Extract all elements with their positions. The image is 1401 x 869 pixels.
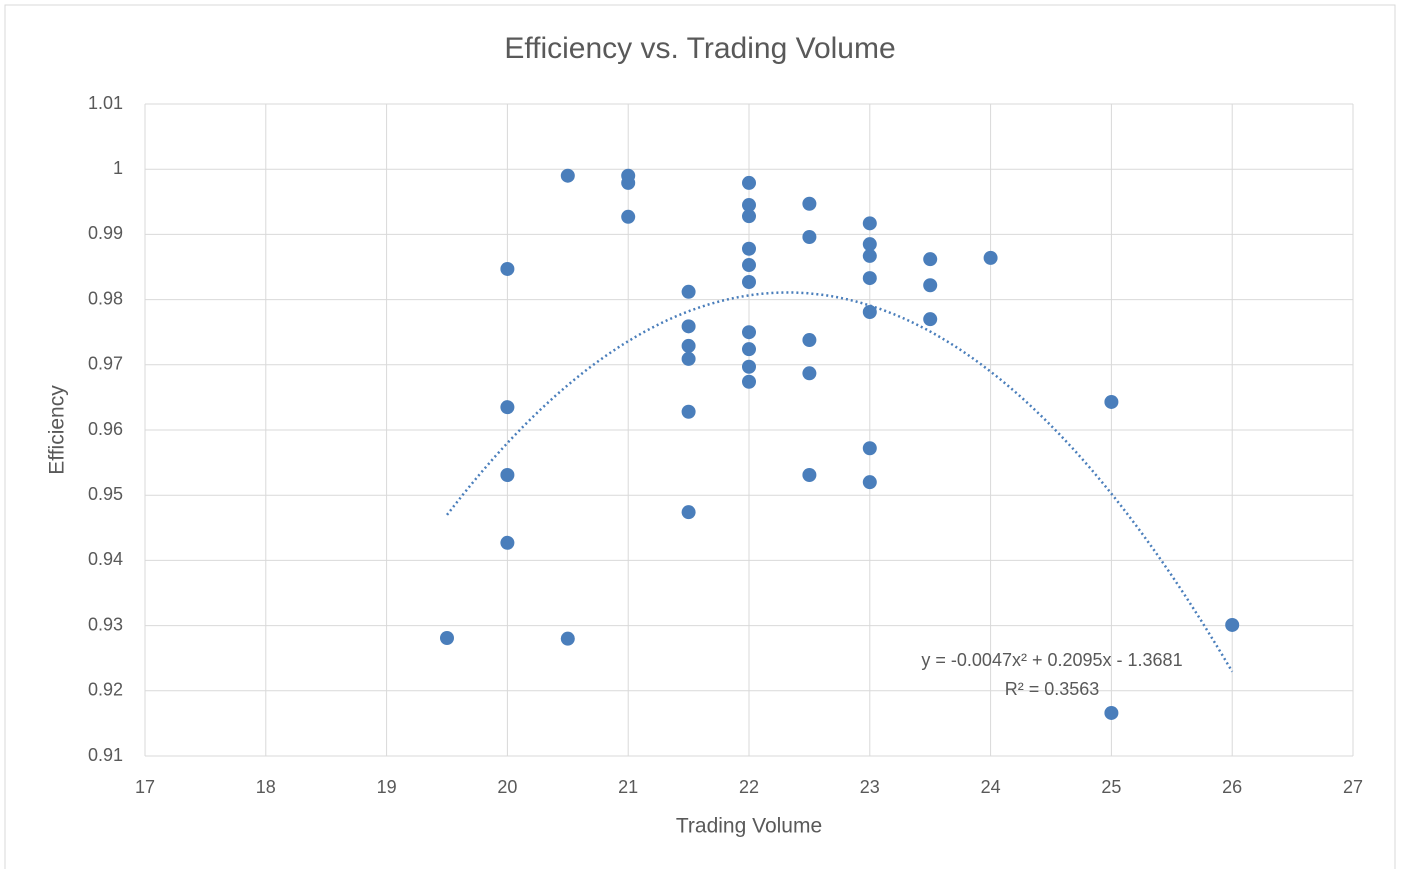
y-tick-label: 0.99 <box>88 223 123 243</box>
point <box>742 325 756 340</box>
point <box>1104 394 1119 409</box>
y-tick-label: 0.94 <box>88 549 123 569</box>
point <box>802 333 817 348</box>
point <box>500 400 515 415</box>
point <box>862 304 877 319</box>
point <box>681 351 696 366</box>
point <box>681 319 696 334</box>
grid <box>144 103 1354 757</box>
x-tick-label: 23 <box>860 777 880 797</box>
y-tick-label: 0.95 <box>88 484 123 504</box>
y-tick-label: 0.96 <box>88 419 123 439</box>
point <box>742 359 756 374</box>
point <box>742 342 756 357</box>
point <box>742 258 756 273</box>
point <box>621 175 636 190</box>
x-tick-label: 18 <box>256 777 276 797</box>
y-tick-label: 1 <box>113 158 123 178</box>
point <box>742 198 756 213</box>
point <box>681 338 696 353</box>
x-tick-label: 22 <box>739 777 759 797</box>
chart-frame <box>4 4 1396 869</box>
y-tick-label: 0.98 <box>88 288 123 308</box>
y-tick-label: 1.01 <box>88 93 123 113</box>
point <box>742 374 756 389</box>
x-tick-label: 26 <box>1222 777 1242 797</box>
point <box>681 284 696 299</box>
point <box>742 209 756 224</box>
point <box>802 366 817 381</box>
point <box>440 630 454 645</box>
point <box>923 252 938 267</box>
x-tick-label: 21 <box>618 777 638 797</box>
point <box>560 168 575 183</box>
point <box>681 505 696 520</box>
y-tick-label: 0.91 <box>88 745 123 765</box>
trendline-equation: y = -0.0047x² + 0.2095x - 1.3681 <box>921 650 1182 670</box>
point <box>862 271 877 286</box>
point <box>742 175 756 190</box>
x-tick-label: 24 <box>981 777 1001 797</box>
point <box>681 404 696 419</box>
marks <box>440 168 1240 720</box>
point <box>1104 705 1119 720</box>
y-tick-label: 0.97 <box>88 354 123 374</box>
point <box>621 209 636 224</box>
x-tick-label: 27 <box>1343 777 1363 797</box>
point <box>500 261 515 276</box>
point <box>983 250 998 265</box>
y-tick-label: 0.92 <box>88 680 123 700</box>
x-tick-label: 25 <box>1101 777 1121 797</box>
point <box>1225 617 1240 632</box>
point <box>862 216 877 231</box>
x-axis-label: Trading Volume <box>676 815 822 838</box>
point <box>560 631 575 646</box>
trendline <box>446 291 1234 673</box>
point <box>923 278 938 293</box>
point <box>500 467 515 482</box>
x-tick-label: 17 <box>135 777 155 797</box>
y-tick-label: 0.93 <box>88 614 123 634</box>
point <box>862 248 877 263</box>
point <box>862 441 877 456</box>
point <box>500 535 515 550</box>
point <box>802 230 817 245</box>
point <box>862 475 877 490</box>
point <box>742 241 756 256</box>
chart-title: Efficiency vs. Trading Volume <box>504 32 895 65</box>
point <box>862 237 877 252</box>
trendline-r-squared: R² = 0.3563 <box>1005 679 1100 699</box>
x-tick-label: 19 <box>377 777 397 797</box>
x-tick-label: 20 <box>497 777 517 797</box>
point <box>923 312 938 327</box>
point <box>802 467 817 482</box>
y-axis-label: Efficiency <box>46 385 69 475</box>
point <box>802 196 817 211</box>
point <box>742 274 756 289</box>
